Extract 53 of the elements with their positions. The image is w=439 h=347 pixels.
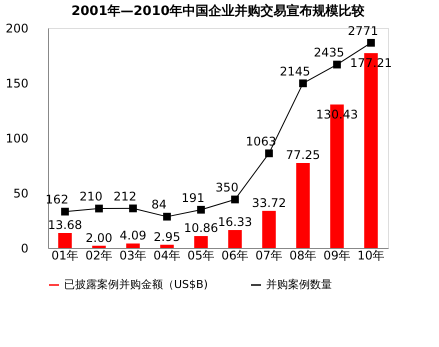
y-tick-label: 0 bbox=[20, 242, 28, 256]
data-label: 191 bbox=[182, 190, 204, 205]
data-label: 212 bbox=[114, 189, 136, 204]
y-tick-label: 150 bbox=[6, 76, 28, 90]
data-label: 10.86 bbox=[184, 221, 218, 236]
point bbox=[163, 212, 171, 221]
data-label: 4.09 bbox=[120, 228, 146, 242]
x-tick-label: 05年 bbox=[187, 248, 215, 262]
x-tick-label: 10年 bbox=[357, 248, 385, 262]
point bbox=[367, 38, 375, 47]
data-label: 33.72 bbox=[252, 196, 286, 210]
point bbox=[231, 196, 239, 204]
bar bbox=[160, 244, 174, 248]
point bbox=[333, 60, 341, 68]
data-label: 162 bbox=[46, 192, 68, 207]
data-label: 1063 bbox=[246, 134, 276, 148]
x-tick-label: 07年 bbox=[255, 248, 283, 262]
data-label: 210 bbox=[80, 190, 102, 204]
x-tick-label: 08年 bbox=[289, 248, 317, 262]
x-tick-label: 03年 bbox=[119, 248, 147, 262]
data-label: 2435 bbox=[314, 46, 344, 60]
chart-title: 2001年—2010年中国企业并购交易宣布规模比较 bbox=[71, 3, 366, 19]
legend-label: 并购案例数量 bbox=[266, 278, 332, 291]
point bbox=[95, 204, 103, 212]
y-tick-label: 100 bbox=[6, 132, 28, 146]
data-label: 2771 bbox=[348, 24, 378, 38]
point bbox=[299, 79, 307, 88]
data-label: 2.95 bbox=[154, 230, 180, 244]
point bbox=[129, 204, 137, 212]
point bbox=[197, 206, 205, 214]
data-label: 13.68 bbox=[48, 218, 82, 232]
bar bbox=[58, 232, 72, 248]
x-tick-label: 04年 bbox=[153, 248, 181, 262]
bar bbox=[296, 163, 310, 248]
data-label: 16.33 bbox=[218, 215, 252, 230]
x-tick-label: 02年 bbox=[85, 248, 113, 262]
point bbox=[61, 208, 69, 216]
bar bbox=[126, 244, 140, 248]
point bbox=[265, 149, 273, 158]
data-label: 84 bbox=[151, 198, 167, 212]
data-label: 77.25 bbox=[286, 148, 320, 162]
bar bbox=[262, 210, 276, 248]
data-label: 2.00 bbox=[86, 230, 112, 245]
y-tick-label: 50 bbox=[13, 186, 28, 200]
data-label: 350 bbox=[216, 180, 238, 194]
x-tick-label: 01年 bbox=[51, 248, 79, 262]
x-tick-label: 06年 bbox=[221, 248, 249, 262]
bar bbox=[194, 236, 208, 248]
x-tick-label: 09年 bbox=[323, 248, 351, 262]
bar bbox=[228, 230, 242, 248]
data-label: 2145 bbox=[280, 64, 310, 78]
legend-label: 已披露案例并购金额（US$B) bbox=[64, 278, 208, 291]
y-tick-label: 200 bbox=[6, 22, 28, 36]
